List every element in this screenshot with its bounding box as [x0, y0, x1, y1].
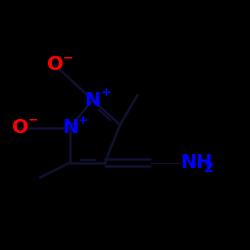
Text: O: O — [12, 118, 28, 137]
Text: O: O — [47, 56, 63, 74]
Text: +: + — [78, 114, 88, 126]
Text: +: + — [100, 86, 111, 99]
Text: 2: 2 — [204, 161, 214, 175]
Text: NH: NH — [180, 153, 212, 172]
Text: −: − — [28, 114, 38, 126]
Text: N: N — [62, 118, 78, 137]
Text: N: N — [84, 90, 100, 110]
Text: −: − — [63, 51, 73, 64]
